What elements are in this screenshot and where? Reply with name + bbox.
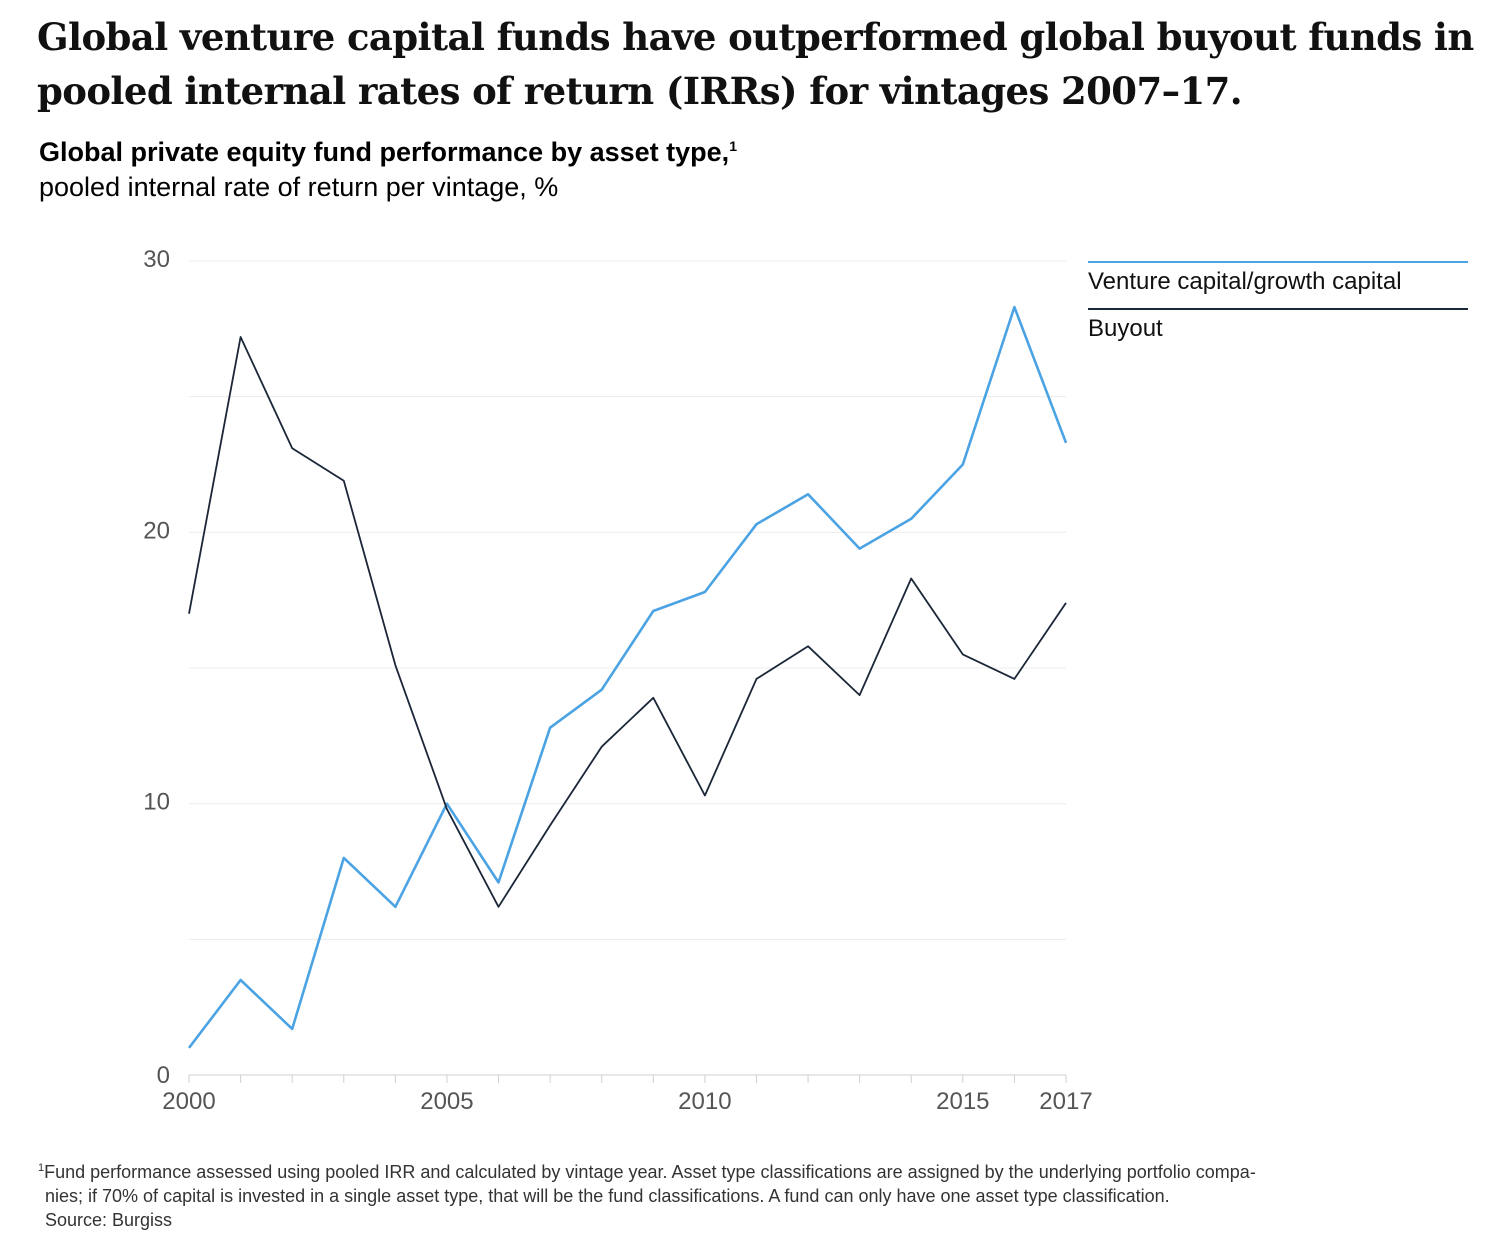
- x-tick-label: 2015: [936, 1088, 989, 1115]
- x-tick-label: 2000: [162, 1088, 215, 1115]
- x-tick-label: 2010: [678, 1088, 731, 1115]
- footnote-marker-ref: 1: [38, 1162, 45, 1174]
- footnote: 1Fund performance assessed using pooled …: [38, 1156, 1458, 1232]
- chart-unit-label: pooled internal rate of return per vinta…: [39, 172, 559, 202]
- legend-label: Venture capital/growth capital: [1088, 268, 1402, 295]
- chart-subtitle-text: Global private equity fund performance b…: [39, 137, 730, 167]
- y-tick-label: 30: [143, 246, 170, 273]
- footnote-line-1-text: Fund performance assessed using pooled I…: [44, 1162, 1256, 1182]
- y-tick-label: 0: [157, 1062, 170, 1089]
- series-line-buyout: [188, 336, 1067, 908]
- series-line-venture-capital: [187, 305, 1068, 1049]
- footnote-line-1: 1Fund performance assessed using pooled …: [38, 1162, 1256, 1182]
- y-tick-label: 10: [143, 789, 170, 816]
- line-chart: 0 10 20 30 2000 2005 2010 2015 2017 Venture capit…: [143, 246, 1468, 1115]
- x-tick-label: 2017: [1039, 1088, 1092, 1115]
- chart-subtitle: Global private equity fund performance b…: [39, 137, 737, 168]
- footnote-marker: 1: [729, 138, 737, 154]
- x-tick-label: 2005: [420, 1088, 473, 1115]
- legend-label: Buyout: [1088, 315, 1163, 342]
- source-note: Source: Burgiss: [45, 1210, 173, 1230]
- y-tick-label: 20: [143, 517, 170, 544]
- footnote-line-2: nies; if 70% of capital is invested in a…: [45, 1186, 1170, 1206]
- headline: Global venture capital funds have outper…: [37, 15, 1474, 113]
